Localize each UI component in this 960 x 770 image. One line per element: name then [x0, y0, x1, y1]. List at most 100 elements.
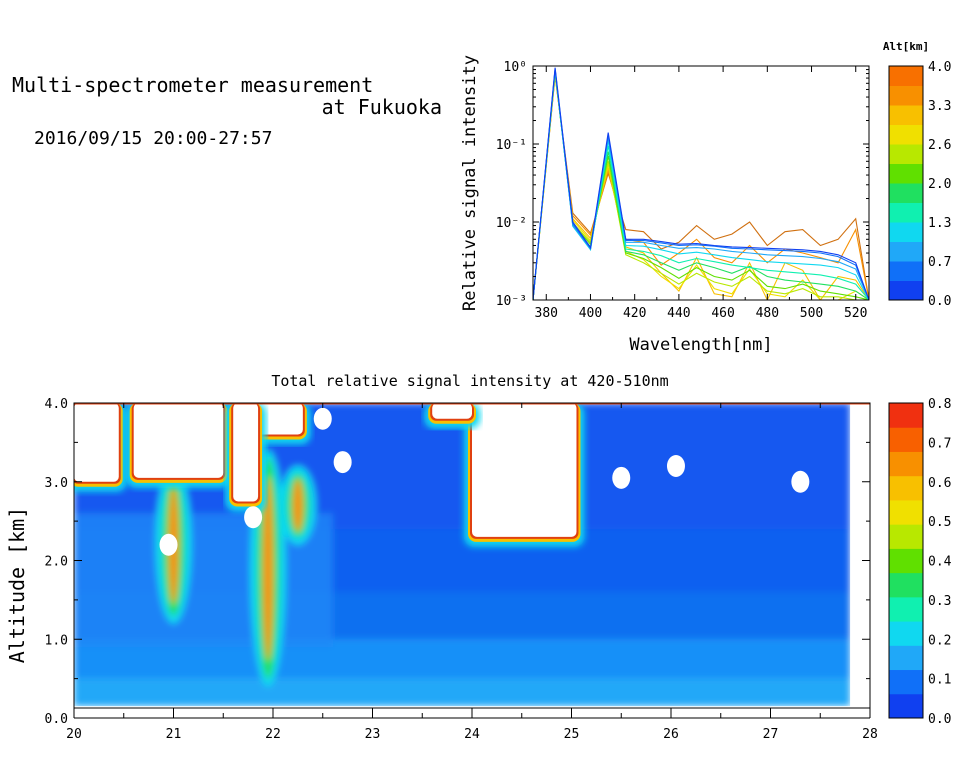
spectrum-x-tick-label: 500 — [800, 306, 823, 321]
intensity-colorbar-tick-label: 0.3 — [928, 594, 951, 609]
intensity-colorbar-tick-label: 0.2 — [928, 633, 951, 648]
spectrum-x-tick-label: 380 — [535, 306, 558, 321]
heatmap-x-tick-label: 23 — [365, 727, 381, 742]
intensity-colorbar-swatch — [889, 645, 923, 671]
title-line-1: Multi-spectrometer measurement — [12, 73, 374, 97]
intensity-colorbar-swatch — [889, 427, 923, 452]
measurement-datetime: 2016/09/15 20:00-27:57 — [34, 128, 273, 149]
heatmap-x-tick-label: 21 — [166, 727, 182, 742]
heatmap-cloud-hole — [791, 470, 810, 493]
intensity-colorbar-tick-label: 0.7 — [928, 436, 951, 451]
heatmap-cloud-gap — [74, 403, 119, 482]
altitude-colorbar-frame — [888, 65, 924, 301]
altitude-colorbar-tick-label: 0.7 — [928, 255, 951, 270]
title-line-2: at Fukuoka — [321, 95, 442, 119]
heatmap-cloud-hole — [666, 455, 685, 477]
spectrum-series-group — [533, 67, 869, 300]
heatmap-cloud-hole — [333, 451, 352, 474]
heatmap-y-ticks: 0.0 1.0 2.0 3.0 4.0 — [45, 397, 870, 727]
intensity-colorbar-swatch — [889, 621, 923, 646]
intensity-colorbar-tick-label: 0.8 — [928, 397, 951, 412]
intensity-colorbar-swatch — [889, 596, 923, 622]
altitude-colorbar-swatch — [889, 144, 923, 164]
altitude-time-heatmap: Total relative signal intensity at 420-5… — [5, 372, 952, 742]
spectrum-y-ticks: 10⁻³ 10⁻² 10⁻¹ 10⁰ — [496, 60, 869, 309]
spectrum-x-tick-label: 480 — [756, 306, 779, 321]
heatmap-plume-core — [263, 476, 274, 661]
heatmap-x-tick-label: 27 — [763, 727, 779, 742]
intensity-colorbar-frame — [888, 402, 924, 719]
altitude-colorbar-title: Alt[km] — [883, 40, 929, 53]
heatmap-y-tick-label: 3.0 — [45, 476, 68, 491]
heatmap-x-tick-label: 20 — [66, 727, 82, 742]
spectrum-series-line — [533, 74, 869, 300]
intensity-colorbar-swatch — [889, 403, 923, 428]
spectrum-x-tick-label: 400 — [579, 306, 602, 321]
heatmap-y-tick-label: 4.0 — [45, 397, 68, 412]
heatmap-cloud-gap — [133, 403, 224, 478]
intensity-colorbar-swatch — [889, 669, 923, 695]
spectrum-y-tick-label: 10⁰ — [504, 60, 527, 75]
intensity-colorbar-tick-label: 0.6 — [928, 476, 951, 491]
heatmap-y-tick-label: 0.0 — [45, 712, 68, 727]
intensity-colorbar — [888, 402, 924, 719]
heatmap-y-tick-label: 2.0 — [45, 555, 68, 570]
altitude-colorbar-ticks: 0.0 0.7 1.3 2.0 2.6 3.3 4.0 — [928, 60, 951, 309]
intensity-colorbar-swatch — [889, 451, 923, 477]
heatmap-x-tick-label: 26 — [663, 727, 679, 742]
heatmap-cloud-hole — [159, 533, 178, 556]
altitude-colorbar-tick-label: 2.6 — [928, 138, 951, 153]
altitude-colorbar-swatch — [889, 85, 923, 106]
spectrum-x-tick-label: 460 — [711, 306, 734, 321]
heatmap-cloud-gap — [233, 403, 259, 502]
heatmap-x-tick-label: 24 — [464, 727, 480, 742]
heatmap-cloud-hole — [244, 506, 263, 529]
altitude-colorbar-swatch — [889, 66, 923, 86]
spectrum-y-axis-label: Relative signal intensity — [460, 55, 480, 311]
heatmap-plume-core — [292, 479, 303, 532]
spectrum-y-tick-label: 10⁻² — [496, 216, 527, 231]
spectrum-x-tick-label: 440 — [667, 306, 690, 321]
intensity-colorbar-swatch — [889, 548, 923, 574]
altitude-colorbar-swatch — [889, 280, 923, 301]
intensity-colorbar-tick-label: 0.1 — [928, 673, 951, 688]
spectrum-chart: 380 400 420 440 460 480 500 520 10⁻³ 10⁻² 10⁻¹ 10⁰… — [460, 40, 951, 355]
spectrum-x-axis-label: Wavelength[nm] — [629, 335, 772, 355]
altitude-colorbar-swatch — [889, 163, 923, 184]
altitude-colorbar-tick-label: 2.0 — [928, 177, 951, 192]
altitude-colorbar-swatch — [889, 105, 923, 125]
altitude-colorbar — [888, 65, 924, 301]
heatmap-x-ticks: 20 21 22 23 24 25 26 27 28 — [66, 403, 878, 742]
altitude-colorbar-tick-label: 0.0 — [928, 294, 951, 309]
heatmap-field — [74, 403, 870, 718]
altitude-colorbar-tick-label: 1.3 — [928, 216, 951, 231]
altitude-colorbar-swatch — [889, 222, 923, 242]
intensity-colorbar-swatch — [889, 572, 923, 598]
altitude-colorbar-tick-label: 4.0 — [928, 60, 951, 75]
intensity-colorbar-swatch — [889, 475, 923, 501]
spectrum-x-tick-label: 420 — [623, 306, 646, 321]
heatmap-cloud-hole — [547, 407, 566, 430]
altitude-colorbar-tick-label: 3.3 — [928, 99, 951, 114]
heatmap-cloud-gap — [432, 403, 472, 419]
heatmap-x-tick-label: 28 — [862, 727, 878, 742]
spectrum-x-tick-label: 520 — [844, 306, 867, 321]
altitude-colorbar-swatch — [889, 261, 923, 281]
heatmap-cloud-hole — [612, 466, 631, 489]
spectrum-y-tick-label: 10⁻³ — [496, 294, 527, 309]
intensity-colorbar-ticks: 0.0 0.1 0.2 0.3 0.4 0.5 0.6 0.7 0.8 — [928, 397, 952, 727]
spectrum-series-line — [533, 67, 869, 300]
heatmap-cloud-hole — [313, 407, 332, 430]
heatmap-x-tick-label: 25 — [564, 727, 580, 742]
heatmap-title: Total relative signal intensity at 420-5… — [271, 372, 668, 390]
altitude-colorbar-swatch — [889, 124, 923, 145]
altitude-colorbar-swatch — [889, 241, 923, 262]
heatmap-y-axis-label: Altitude [km] — [5, 507, 29, 664]
intensity-colorbar-tick-label: 0.0 — [928, 712, 951, 727]
heatmap-band — [74, 678, 851, 707]
intensity-colorbar-swatch — [889, 524, 923, 549]
heatmap-y-tick-label: 1.0 — [45, 633, 68, 648]
heatmap-x-tick-label: 22 — [265, 727, 281, 742]
intensity-colorbar-swatch — [889, 693, 923, 719]
